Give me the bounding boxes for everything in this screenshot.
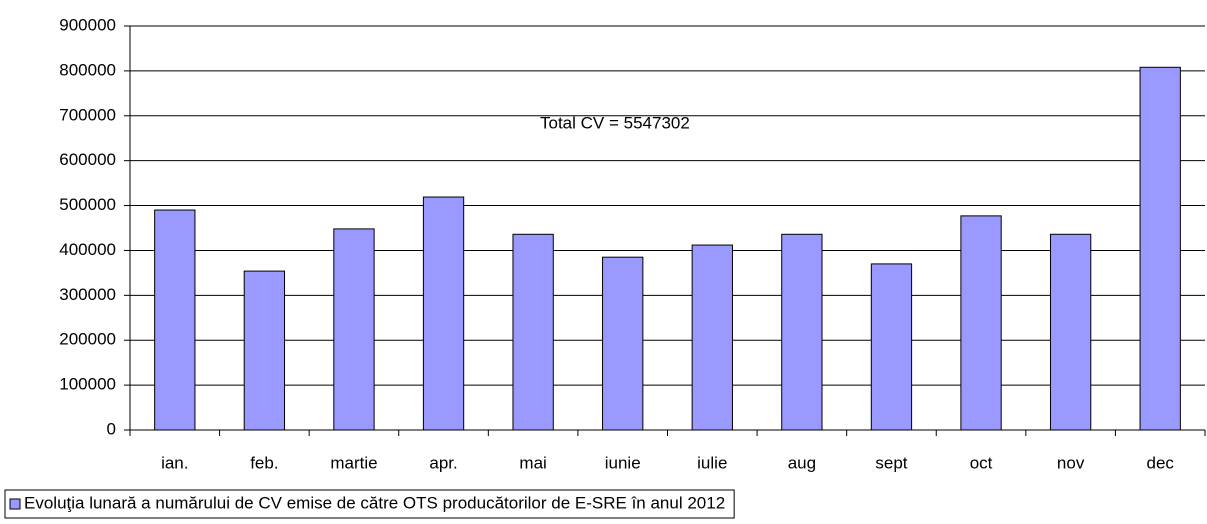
x-tick-label: sept	[875, 453, 907, 472]
x-tick-label: nov	[1057, 453, 1085, 472]
y-tick-label: 300000	[59, 285, 116, 304]
legend: Evoluţia lunară a numărului de CV emise …	[4, 489, 735, 519]
y-tick-label: 400000	[59, 240, 116, 259]
x-tick-label: martie	[330, 453, 377, 472]
y-tick-label: 0	[107, 419, 116, 438]
bar	[602, 256, 644, 431]
bar	[154, 209, 196, 431]
bar	[512, 233, 554, 431]
bar	[422, 196, 465, 431]
legend-label: Evoluţia lunară a numărului de CV emise …	[24, 493, 725, 512]
x-tick-label: iulie	[697, 453, 727, 472]
x-tick-label: ian.	[161, 453, 188, 472]
bar	[781, 233, 823, 431]
y-tick-label: 700000	[59, 105, 116, 124]
x-tick-label: oct	[970, 453, 993, 472]
x-tick-label: apr.	[429, 453, 457, 472]
bar	[691, 244, 733, 431]
x-tick-label: mai	[519, 453, 546, 472]
y-tick-label: 600000	[59, 150, 116, 169]
plot: 0 100000 200000 300000 400000 500000 600000 700…	[59, 15, 1206, 472]
bar	[1139, 66, 1181, 431]
bar	[870, 263, 913, 431]
x-tick-label: iunie	[605, 453, 641, 472]
y-tick-label: 200000	[59, 330, 116, 349]
bar	[243, 270, 286, 431]
legend-box	[4, 489, 735, 519]
y-tick-label: 800000	[59, 60, 116, 79]
y-tick-label: 900000	[59, 15, 116, 34]
legend-swatch	[9, 498, 21, 510]
bar	[960, 215, 1002, 431]
bar	[1049, 233, 1092, 431]
y-tick-label: 100000	[59, 375, 116, 394]
bar	[333, 228, 375, 431]
x-tick-label: dec	[1146, 453, 1174, 472]
x-tick-label: feb.	[250, 453, 278, 472]
x-tick-label: aug	[788, 453, 816, 472]
y-tick-label: 500000	[59, 195, 116, 214]
annotation: Total CV = 5547302	[540, 113, 690, 132]
